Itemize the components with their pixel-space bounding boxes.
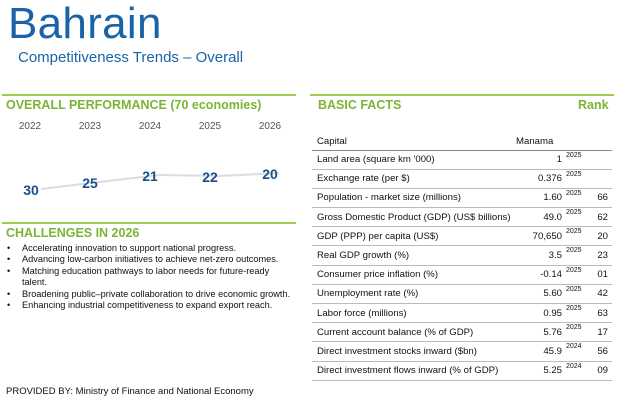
fact-label: Current account balance (% of GDP) [312,322,512,343]
provided-by: PROVIDED BY: Ministry of Finance and Nat… [6,386,254,397]
fact-value: 3.5 [512,245,562,266]
fact-value: 5.25 [512,361,562,381]
fact-rank: 17 [590,322,612,343]
challenges-list: Accelerating innovation to support natio… [6,243,291,312]
fact-label: Real GDP growth (%) [312,245,512,266]
fact-row: Labor force (millions) 0.95 2025 63 [312,303,612,324]
fact-label: Land area (square km '000) [312,150,512,170]
fact-label: Direct investment stocks inward ($bn) [312,341,512,362]
fact-rank [590,150,612,170]
fact-label: Unemployment rate (%) [312,284,512,305]
rank-column-title: Rank [578,98,609,112]
rank-value: 30 [23,182,39,198]
overall-top-rule [2,94,296,96]
fact-row: GDP (PPP) per capita (US$) 70,650 2025 20 [312,226,612,247]
basic-facts-top-rule [310,94,614,96]
fact-row: Real GDP growth (%) 3.5 2025 23 [312,245,612,266]
fact-row: Land area (square km '000) 1 2025 [312,150,612,170]
fact-value: 49.0 [512,207,562,228]
fact-year: 2025 [562,188,590,209]
fact-label: Population - market size (millions) [312,188,512,209]
rank-value: 25 [82,175,98,191]
fact-value: 1.60 [512,188,562,209]
fact-value: 5.60 [512,284,562,305]
rank-value: 22 [202,169,218,185]
challenge-item: Accelerating innovation to support natio… [6,243,291,255]
challenge-item: Enhancing industrial competitiveness to … [6,300,291,312]
country-title: Bahrain [8,0,162,48]
challenge-item: Broadening public–private collaboration … [6,289,291,301]
fact-label: GDP (PPP) per capita (US$) [312,226,512,247]
fact-rank: 63 [590,303,612,324]
fact-label: Exchange rate (per $) [312,169,512,189]
fact-label: Gross Domestic Product (GDP) (US$ billio… [312,207,512,228]
fact-year: 2025 [562,169,590,189]
fact-year: 2025 [562,150,590,170]
fact-value: 0.376 [512,169,562,189]
year-label: 2025 [198,121,222,132]
year-label: 2022 [18,121,42,132]
capital-rank [590,133,612,151]
fact-row: Population - market size (millions) 1.60 2… [312,188,612,209]
page-subtitle: Competitiveness Trends – Overall [18,49,244,66]
fact-year: 2025 [562,303,590,324]
capital-label: Capital [312,133,512,151]
fact-value: 5.76 [512,322,562,343]
fact-value: 0.95 [512,303,562,324]
year-label: 2023 [78,121,102,132]
fact-year: 2025 [562,226,590,247]
fact-year: 2025 [562,207,590,228]
fact-rank: 62 [590,207,612,228]
fact-year: 2025 [562,245,590,266]
fact-label: Consumer price inflation (%) [312,265,512,285]
basic-facts-table: Capital Manama Land area (square km '000… [312,133,612,381]
fact-year: 2024 [562,341,590,362]
fact-rank: 56 [590,341,612,362]
fact-row: Exchange rate (per $) 0.376 2025 [312,169,612,189]
rank-value: 21 [142,168,158,184]
capital-value: Manama [512,133,590,151]
basic-facts-title: BASIC FACTS [318,98,402,112]
fact-value: 70,650 [512,226,562,247]
fact-rank: 66 [590,188,612,209]
challenges-title: CHALLENGES IN 2026 [6,226,140,240]
year-label: 2024 [138,121,162,132]
overall-performance-title: OVERALL PERFORMANCE (70 economies) [6,98,262,112]
fact-row: Current account balance (% of GDP) 5.76 20… [312,322,612,343]
rank-trend-line [40,172,280,190]
fact-rank: 20 [590,226,612,247]
fact-row: Unemployment rate (%) 5.60 2025 42 [312,284,612,305]
fact-year: 2025 [562,322,590,343]
fact-year: 2024 [562,361,590,381]
fact-value: 1 [512,150,562,170]
fact-rank: 23 [590,245,612,266]
capital-row: Capital Manama [312,133,612,151]
fact-year: 2025 [562,284,590,305]
year-label: 2026 [258,121,282,132]
fact-row: Consumer price inflation (%) -0.14 2025 01 [312,265,612,285]
fact-year: 2025 [562,265,590,285]
fact-label: Labor force (millions) [312,303,512,324]
challenges-top-rule [2,222,296,224]
fact-row: Gross Domestic Product (GDP) (US$ billio… [312,207,612,228]
fact-value: -0.14 [512,265,562,285]
fact-rank [590,169,612,189]
fact-rank: 09 [590,361,612,381]
challenge-item: Advancing low-carbon initiatives to achi… [6,254,291,266]
fact-row: Direct investment flows inward (% of GDP… [312,361,612,381]
fact-rank: 01 [590,265,612,285]
challenge-item: Matching education pathways to labor nee… [6,266,291,289]
fact-rank: 42 [590,284,612,305]
rank-value: 20 [262,166,278,182]
fact-row: Direct investment stocks inward ($bn) 45.… [312,341,612,362]
fact-value: 45.9 [512,341,562,362]
fact-label: Direct investment flows inward (% of GDP… [312,361,512,381]
